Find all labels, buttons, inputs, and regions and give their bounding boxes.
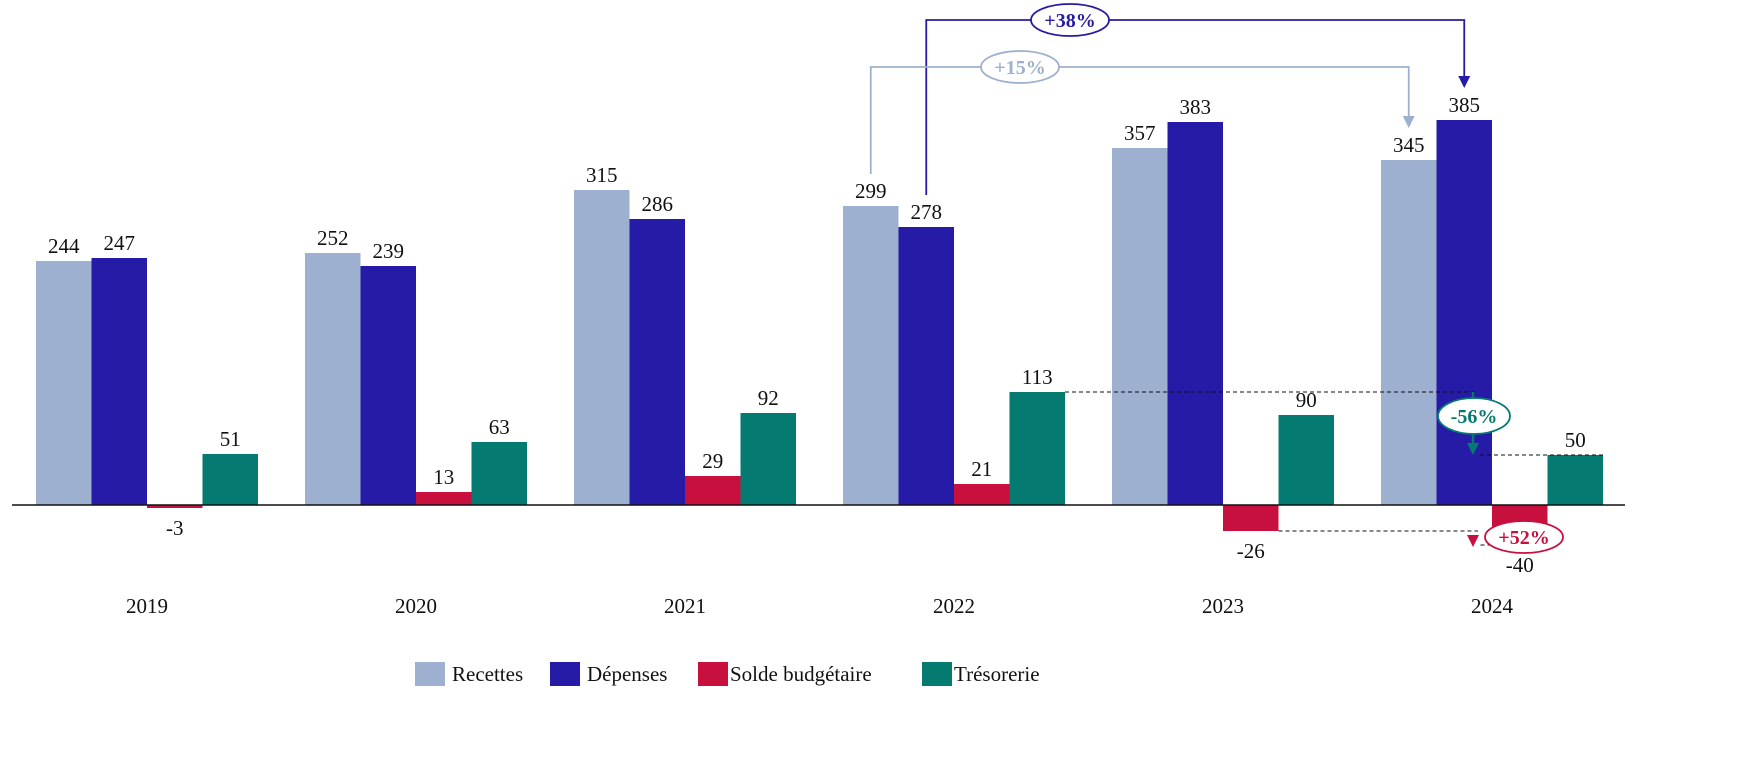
value-label-recettes-2024: 345 [1393,133,1425,157]
bar-solde-budgetaire-2021 [685,476,741,505]
bar-tresorerie-2023 [1278,415,1334,505]
value-label-tresorerie-2021: 92 [758,386,779,410]
bar-recettes-2024 [1381,160,1437,505]
legend-item-tresorerie: Trésorerie [922,662,1040,686]
bar-tresorerie-2021 [740,413,796,505]
category-labels-layer: 2019 2020 2021 2022 2023 2024 [126,594,1514,618]
value-label-recettes-2022: 299 [855,179,887,203]
category-label-2023: 2023 [1202,594,1244,618]
annotation-tresorerie-bubble [1437,397,1511,435]
category-label-2022: 2022 [933,594,975,618]
annotation-recettes-label: +15% [994,57,1045,79]
bar-solde-budgetaire-2023 [1223,505,1279,531]
value-label-depenses-2019: 247 [104,231,136,255]
annotation-solde-budgetaire-arrow-head [1467,535,1479,547]
legend-item-depenses: Dépenses [550,662,667,686]
bar-solde-budgetaire-2020 [416,492,472,505]
bar-recettes-2023 [1112,148,1168,505]
value-label-solde-budgetaire-2020: 13 [433,465,454,489]
bar-tresorerie-2022 [1009,392,1065,505]
category-label-2019: 2019 [126,594,168,618]
bars-layer [36,120,1603,545]
legend-swatch-solde-budgetaire [698,662,728,686]
legend-label-recettes: Recettes [452,662,523,686]
annotations-layer: +38% +15% -56% +52% [869,3,1603,554]
value-label-depenses-2023: 383 [1180,95,1212,119]
bar-tresorerie-2019 [202,454,258,505]
bar-recettes-2019 [36,261,92,505]
legend-swatch-tresorerie [922,662,952,686]
legend-item-recettes: Recettes [415,662,523,686]
annotation-depenses-label: +38% [1044,10,1095,32]
value-label-solde-budgetaire-2021: 29 [702,449,723,473]
annotation-solde-budgetaire-bubble [1484,520,1564,554]
value-label-tresorerie-2019: 51 [220,427,241,451]
legend-swatch-recettes [415,662,445,686]
category-label-2024: 2024 [1471,594,1514,618]
bar-solde-budgetaire-2019 [147,505,203,508]
legend-label-tresorerie: Trésorerie [954,662,1040,686]
value-label-depenses-2020: 239 [373,239,405,263]
bar-depenses-2019 [91,258,147,505]
value-label-solde-budgetaire-2022: 21 [971,457,992,481]
value-label-recettes-2021: 315 [586,163,618,187]
annotation-recettes-bubble [980,50,1060,84]
value-label-solde-budgetaire-2023: -26 [1237,539,1265,563]
legend-swatch-depenses [550,662,580,686]
legend-label-solde-budgetaire: Solde budgétaire [730,662,872,686]
annotation-depenses-connector [925,19,1466,195]
value-label-recettes-2023: 357 [1124,121,1156,145]
value-label-solde-budgetaire-2024: -40 [1506,553,1534,577]
value-label-depenses-2024: 385 [1449,93,1481,117]
annotation-depenses-arrow-head [1458,76,1471,88]
value-label-solde-budgetaire-2019: -3 [166,516,184,540]
annotation-tresorerie-label: -56% [1451,406,1498,428]
bar-tresorerie-2024 [1547,455,1603,505]
bar-tresorerie-2020 [471,442,527,505]
annotation-tresorerie-arrow-head [1467,443,1479,455]
bar-depenses-2021 [629,219,685,505]
category-label-2021: 2021 [664,594,706,618]
annotation-solde-budgetaire-label: +52% [1498,527,1549,549]
bar-recettes-2022 [843,206,899,505]
legend: Recettes Dépenses Solde budgétaire Trésorer… [415,662,1040,686]
legend-label-depenses: Dépenses [587,662,667,686]
bar-solde-budgetaire-2022 [954,484,1010,505]
legend-item-solde-budgetaire: Solde budgétaire [698,662,872,686]
annotation-depenses-bubble [1030,3,1110,37]
value-label-depenses-2022: 278 [911,200,943,224]
value-labels-layer: 244 252 315 299 357 345 247 239 286 278 383 385 -3 13… [48,93,1586,577]
value-label-tresorerie-2024: 50 [1565,428,1586,452]
value-label-tresorerie-2022: 113 [1022,365,1053,389]
category-label-2020: 2020 [395,594,437,618]
annotation-recettes-connector [869,66,1410,174]
bar-depenses-2020 [360,266,416,505]
bar-recettes-2020 [305,253,361,505]
value-label-tresorerie-2020: 63 [489,415,510,439]
value-label-recettes-2019: 244 [48,234,80,258]
bar-recettes-2021 [574,190,630,505]
value-label-depenses-2021: 286 [642,192,674,216]
bar-depenses-2023 [1167,122,1223,505]
bar-depenses-2024 [1436,120,1492,505]
annotation-recettes-arrow-head [1402,116,1415,128]
value-label-tresorerie-2023: 90 [1296,388,1317,412]
bar-depenses-2022 [898,227,954,505]
value-label-recettes-2020: 252 [317,226,349,250]
